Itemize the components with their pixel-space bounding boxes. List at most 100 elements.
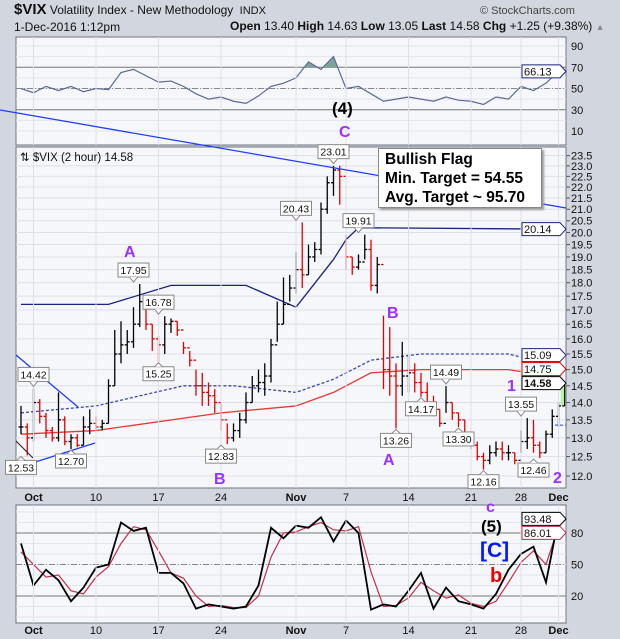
price-tick-label: 17.5 xyxy=(571,291,592,303)
price-bar xyxy=(174,320,180,336)
title-line: $VIX Volatility Index - New Methodology … xyxy=(14,1,266,18)
middle-band-line xyxy=(20,353,559,414)
price-bar xyxy=(437,408,443,427)
main-legend: ⇅ $VIX (2 hour) 14.58 xyxy=(20,152,134,164)
stoch-tick-label: 50 xyxy=(571,560,583,572)
price-bar xyxy=(381,263,386,390)
price-callout: 14.42 xyxy=(17,366,50,388)
price-tick-label: 12.5 xyxy=(571,452,592,464)
callout-value: 13.26 xyxy=(383,435,409,447)
wave-label-c: C xyxy=(339,124,351,141)
price-bar xyxy=(187,347,193,367)
tag-box xyxy=(521,525,567,540)
date-tick-label: Dec xyxy=(548,625,568,637)
price-callout: 20.43 xyxy=(280,200,312,222)
date-tick-label: 10 xyxy=(90,625,102,637)
price-value-tag: 14.75 xyxy=(521,362,567,376)
price-callout: 23.01 xyxy=(317,144,350,165)
bullish-flag-note: Bullish Flag Min. Target = 54.55 Avg. Ta… xyxy=(378,148,542,208)
price-bar xyxy=(224,419,230,445)
price-tick-label: 13.0 xyxy=(571,433,592,445)
tag-box xyxy=(521,348,567,363)
date-tick-label: Oct xyxy=(24,492,43,504)
price-bar xyxy=(331,165,336,196)
price-bar xyxy=(506,445,511,461)
callout-value: 12.83 xyxy=(208,451,234,463)
chg-value: +1.25 (+9.38%) xyxy=(509,19,593,33)
price-value-tag: 15.09 xyxy=(521,348,567,363)
stoch-tick-label: 20 xyxy=(571,591,583,603)
price-tick-label: 21.0 xyxy=(571,204,592,216)
date-tick-label: 17 xyxy=(152,625,164,637)
price-tick-label: 15.0 xyxy=(571,365,592,377)
callout-pointer xyxy=(29,381,38,388)
price-bar xyxy=(206,382,211,406)
tag-value: 15.09 xyxy=(524,350,552,362)
datetime: 1-Dec-2016 1:12pm xyxy=(14,20,121,34)
price-value-tag: 20.14 xyxy=(521,222,567,236)
callout-pointer xyxy=(454,427,463,433)
price-tick-label: 18.0 xyxy=(571,278,592,290)
rsi-plot xyxy=(16,45,566,132)
callout-pointer xyxy=(354,227,363,234)
price-bar xyxy=(199,372,205,406)
price-tick-label: 19.5 xyxy=(571,240,592,252)
price-bar xyxy=(356,254,361,270)
price-bar xyxy=(549,409,555,438)
tag-box xyxy=(521,511,567,526)
rsi-tick-label: 50 xyxy=(571,84,583,96)
rsi-panel xyxy=(15,36,567,146)
callout-value: 14.49 xyxy=(433,367,459,379)
date-tick-label: 7 xyxy=(343,492,349,504)
price-bar xyxy=(456,412,461,427)
price-bar xyxy=(231,423,236,442)
stoch-value-tag: 86.01 xyxy=(521,525,567,540)
price-tick-label: 14.5 xyxy=(571,381,592,393)
price-bar xyxy=(62,416,68,446)
price-tick-label: 20.5 xyxy=(571,216,592,228)
price-bar xyxy=(237,412,243,438)
chg-label: Chg xyxy=(482,19,507,33)
price-bar xyxy=(418,372,424,397)
price-bar xyxy=(106,379,111,425)
price-bar xyxy=(524,418,530,449)
wave-label-big-c: [C] xyxy=(480,539,510,562)
price-bar xyxy=(487,445,493,465)
price-bar xyxy=(149,323,155,351)
price-bar xyxy=(399,341,405,396)
price-bar xyxy=(499,441,505,461)
price-tick-label: 20.0 xyxy=(571,227,592,239)
price-bar xyxy=(181,329,186,354)
price-bar xyxy=(68,434,74,449)
wave-label-a: A xyxy=(124,244,136,261)
last-value: 14.58 xyxy=(449,19,480,33)
price-tick-label: 23.5 xyxy=(571,151,592,163)
callout-value: 12.70 xyxy=(58,456,84,468)
price-tick-label: 16.0 xyxy=(571,334,592,346)
price-bar xyxy=(443,386,449,425)
price-tick-label: 23.0 xyxy=(571,161,592,173)
callout-pointer xyxy=(154,308,163,315)
stoch-plot xyxy=(16,511,566,618)
callout-value: 20.43 xyxy=(283,203,309,215)
date-tick-label: 28 xyxy=(515,625,527,637)
price-callout: 12.83 xyxy=(205,444,237,464)
rsi-line xyxy=(20,55,559,106)
price-bar xyxy=(287,274,293,306)
date-tick-label: 14 xyxy=(402,492,414,504)
price-callout: 15.25 xyxy=(142,362,175,382)
callout-value: 14.42 xyxy=(20,369,46,381)
date-tick-label: 7 xyxy=(343,625,349,637)
price-bar xyxy=(43,412,49,438)
price-tick-label: 18.5 xyxy=(571,265,592,277)
callout-pointer xyxy=(129,276,138,283)
date-tick-label: Nov xyxy=(286,625,308,637)
rsi-tick-label: 70 xyxy=(571,62,583,74)
red-ma-line xyxy=(20,368,559,435)
wave-label-1: 1 xyxy=(507,378,516,395)
price-callout: 12.16 xyxy=(467,469,500,490)
wave-label-a2: A xyxy=(383,452,395,469)
wave-label-c-small: c xyxy=(486,499,495,516)
price-bar xyxy=(18,405,24,435)
